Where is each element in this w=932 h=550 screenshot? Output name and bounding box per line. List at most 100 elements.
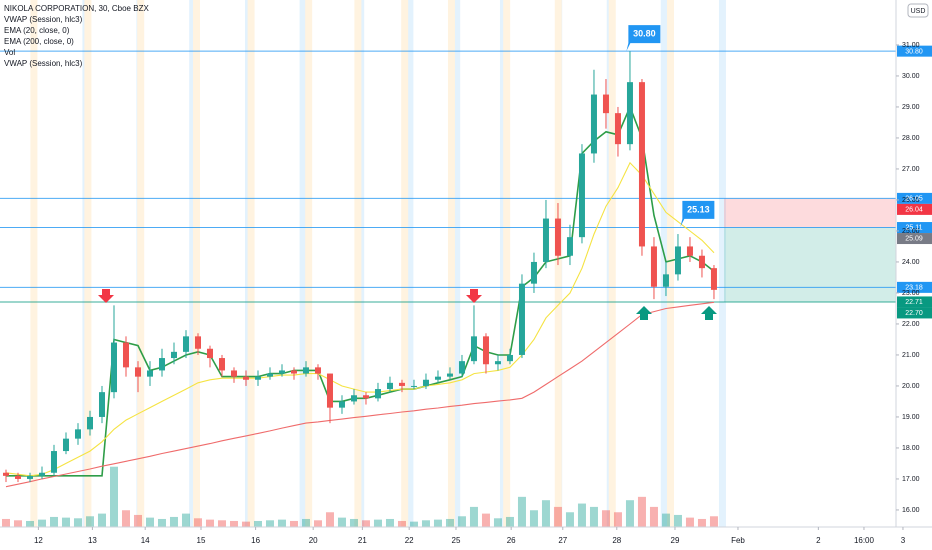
- volume-bar: [13, 520, 22, 527]
- candle-body: [386, 382, 393, 390]
- volume-bar: [445, 518, 454, 527]
- volume-bar: [85, 516, 94, 527]
- price-tag: [897, 296, 932, 308]
- legend-entry: Vol: [4, 48, 15, 57]
- candle-body: [98, 392, 105, 417]
- volume-bar: [49, 516, 58, 527]
- x-tick-label: 27: [558, 536, 567, 545]
- candle-body: [266, 373, 273, 377]
- volume-bar: [61, 517, 70, 527]
- volume-bar: [469, 506, 478, 527]
- x-tick-label: 25: [452, 536, 461, 545]
- volume-bar: [145, 517, 154, 527]
- volume-bar: [697, 518, 706, 527]
- premarket-shade: [503, 0, 511, 527]
- candle-body: [482, 336, 489, 365]
- volume-bar: [601, 510, 610, 527]
- volume-bar: [589, 506, 598, 527]
- arrows: [98, 289, 717, 320]
- candle-body: [362, 395, 369, 399]
- afterhours-shade: [406, 0, 414, 527]
- candle-body: [86, 416, 93, 430]
- candle-body: [146, 370, 153, 377]
- price-tag: [897, 192, 932, 204]
- price-tag-label: 22.70: [905, 310, 923, 317]
- price-tag-label: 26.05: [905, 196, 923, 203]
- price-tag-label: 23.18: [905, 285, 923, 292]
- volume-bar: [109, 466, 118, 527]
- candle-body: [446, 373, 453, 377]
- candle-body: [38, 472, 45, 476]
- price-tag: [897, 222, 932, 234]
- candle-body: [434, 376, 441, 380]
- candle-body: [710, 268, 717, 290]
- candle-body: [530, 261, 537, 284]
- x-tick-label: 16: [251, 536, 260, 545]
- legend-entry: VWAP (Session, hlc3): [4, 59, 83, 68]
- up-arrow: [636, 306, 652, 320]
- currency-badge[interactable]: [907, 3, 929, 18]
- volume-bar: [277, 519, 286, 527]
- volume-bar: [265, 520, 274, 527]
- premarket-shade: [192, 0, 200, 527]
- volume-bar: [433, 519, 442, 527]
- legend-entry: EMA (200, close, 0): [4, 37, 74, 46]
- price-tag: [897, 203, 932, 215]
- candle-body: [422, 379, 429, 386]
- volume-bar: [385, 518, 394, 527]
- candle-body: [182, 336, 189, 352]
- volume-bar: [373, 519, 382, 527]
- x-tick-label: Feb: [731, 536, 745, 545]
- x-tick-label: 22: [405, 536, 414, 545]
- candle-body: [518, 283, 525, 355]
- down-arrow: [98, 289, 114, 303]
- candle-body: [74, 429, 81, 439]
- y-tick-label: 18.00: [902, 445, 920, 452]
- premarket-shade: [84, 0, 92, 527]
- volume-bar: [241, 521, 250, 527]
- volume-bar: [313, 520, 322, 527]
- price-tag: [897, 281, 932, 293]
- legend-title: NIKOLA CORPORATION, 30, Cboe BZX: [4, 4, 149, 13]
- volume-bar: [409, 521, 418, 527]
- candle-body: [626, 82, 633, 145]
- premarket-shade: [247, 0, 255, 527]
- legend: NIKOLA CORPORATION, 30, Cboe BZX VWAP (S…: [4, 4, 149, 68]
- candle-body: [554, 218, 561, 256]
- premarket-shade: [401, 0, 409, 527]
- candle-body: [674, 246, 681, 275]
- volume-bar: [457, 516, 466, 527]
- price-tag: [897, 45, 932, 57]
- x-tick-label: 28: [612, 536, 621, 545]
- candle-body: [338, 401, 345, 408]
- candle-body: [278, 370, 285, 374]
- y-tick-label: 20.00: [902, 383, 920, 390]
- volume-bar: [685, 517, 694, 527]
- afterhours-shade: [189, 0, 197, 527]
- afterhours-shade: [299, 0, 307, 527]
- candle-body: [302, 367, 309, 374]
- volume-bar: [553, 506, 562, 527]
- price-tag-label: 25.09: [905, 236, 923, 243]
- y-tick-label: 31.00: [902, 42, 920, 49]
- volume-bar: [169, 516, 178, 527]
- candle-body: [638, 82, 645, 247]
- y-tick-label: 24.00: [902, 259, 920, 266]
- legend-entry: VWAP (Session, hlc3): [4, 15, 83, 24]
- volume-bar: [289, 520, 298, 527]
- indicator-line: [5, 161, 715, 477]
- volume-bar: [157, 518, 166, 527]
- afterhours-shade: [453, 0, 461, 527]
- premarket-shade: [305, 0, 313, 527]
- candle-body: [578, 153, 585, 238]
- premarket-shade: [354, 0, 362, 527]
- plot-area: 30.80 25.13: [0, 25, 932, 527]
- candle-body: [662, 274, 669, 287]
- candle-body: [650, 246, 657, 287]
- x-tick-label: 13: [88, 536, 97, 545]
- candle-body: [242, 376, 249, 380]
- volume-bar: [121, 510, 130, 527]
- candle-body: [122, 342, 129, 368]
- y-tick-label: 23.00: [902, 290, 920, 297]
- x-tick-label: 15: [197, 536, 206, 545]
